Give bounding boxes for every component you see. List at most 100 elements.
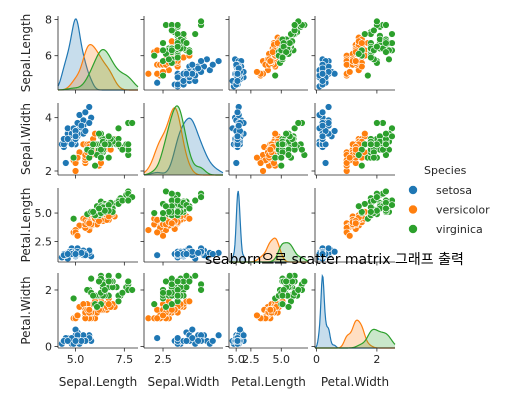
- point-versicolor-49: [85, 306, 93, 314]
- panel-petal-width-vs-sepal-width: 2.5 5.0 Sepal.Width: [140, 272, 245, 389]
- panel-petal-width-vs-petal-width: 0 2 Petal.Width: [311, 273, 396, 389]
- pairplot-panels: 68Sepal.Length24Sepal.Width2.55.0Petal.L…: [19, 14, 396, 389]
- point-virginica-46: [159, 289, 167, 297]
- point-setosa-33: [318, 108, 327, 117]
- point-virginica-48: [185, 48, 194, 56]
- point-versicolor-49: [266, 306, 275, 314]
- point-virginica-18: [300, 277, 309, 286]
- panel-petal-length-vs-petal-length: [225, 188, 309, 266]
- point-virginica-48: [282, 129, 290, 138]
- point-virginica-22: [298, 145, 306, 154]
- point-setosa-41: [153, 334, 161, 342]
- legend-marker-setosa: [408, 185, 418, 195]
- point-setosa-49: [233, 132, 242, 141]
- point-virginica-44: [388, 201, 396, 209]
- point-virginica-45: [105, 277, 113, 286]
- point-setosa-48: [77, 121, 86, 130]
- point-virginica-34: [162, 303, 170, 311]
- point-virginica-22: [168, 189, 176, 198]
- point-setosa-49: [233, 337, 242, 345]
- point-setosa-49: [182, 70, 191, 78]
- point-setosa-33: [209, 61, 217, 69]
- point-setosa-44: [324, 244, 333, 253]
- point-versicolor-48: [346, 153, 354, 162]
- point-setosa-41: [153, 251, 161, 259]
- point-virginica-48: [282, 48, 290, 56]
- kde-line-virginica: [143, 105, 223, 176]
- panel-petal-length-vs-sepal-width: [140, 187, 237, 266]
- point-virginica-6: [159, 71, 167, 80]
- point-setosa-33: [209, 337, 217, 345]
- x-tick-label: 5.0: [273, 353, 291, 366]
- kde-fill-versicolor: [229, 238, 308, 262]
- point-setosa-49: [182, 337, 191, 345]
- point-virginica-49: [278, 140, 287, 149]
- point-setosa-48: [194, 249, 202, 257]
- kde-fill-versicolor: [315, 320, 395, 348]
- point-virginica-49: [89, 208, 97, 216]
- point-virginica-6: [69, 215, 78, 223]
- point-setosa-49: [182, 250, 191, 258]
- point-virginica-49: [367, 208, 375, 216]
- point-virginica-31: [294, 286, 302, 294]
- y-tick-label: 2: [45, 284, 52, 297]
- point-setosa-15: [85, 103, 93, 111]
- point-setosa-43: [236, 325, 244, 334]
- point-virginica-33: [358, 208, 366, 216]
- point-setosa-49: [318, 250, 327, 258]
- point-setosa-15: [214, 57, 223, 65]
- x-tick-label: 5.0: [227, 353, 245, 366]
- point-virginica-33: [168, 46, 176, 54]
- point-virginica-31: [373, 119, 381, 127]
- point-virginica-19: [150, 52, 158, 60]
- point-virginica-9: [191, 30, 199, 38]
- panel-sepal-width-vs-sepal-width: [140, 103, 237, 179]
- point-setosa-15: [324, 103, 333, 111]
- point-setosa-43: [188, 325, 196, 334]
- point-setosa-33: [209, 250, 217, 258]
- point-setosa-47: [179, 77, 188, 85]
- kde-fill-virginica: [58, 49, 138, 90]
- point-virginica-19: [150, 300, 158, 308]
- point-versicolor-49: [168, 219, 176, 227]
- panel-sepal-width-vs-petal-width: [311, 103, 396, 179]
- point-virginica-30: [168, 26, 176, 35]
- point-virginica-14: [385, 55, 393, 64]
- point-setosa-48: [194, 337, 202, 345]
- point-virginica-30: [118, 145, 127, 154]
- point-virginica-42: [87, 148, 95, 157]
- point-setosa-47: [64, 250, 72, 258]
- y-tick-label: 2: [45, 165, 52, 178]
- point-virginica-49: [173, 291, 182, 300]
- point-setosa-49: [233, 70, 242, 78]
- point-virginica-34: [284, 303, 293, 311]
- point-setosa-41: [321, 159, 330, 167]
- legend-marker-versicolor: [408, 204, 418, 215]
- point-setosa-47: [318, 77, 327, 85]
- point-setosa-43: [330, 248, 339, 256]
- point-setosa-45: [67, 140, 76, 149]
- point-virginica-32: [168, 280, 176, 289]
- figure-title: seaborn으로 scatter matrix 그래프 출력: [205, 252, 464, 268]
- point-setosa-49: [71, 132, 80, 141]
- point-virginica-29: [361, 30, 369, 38]
- point-versicolor-48: [159, 311, 167, 320]
- point-setosa-33: [233, 108, 242, 117]
- x-tick-label: 5.0: [67, 353, 85, 366]
- point-virginica-34: [162, 202, 170, 210]
- legend-label-versicolor: versicolor: [436, 204, 490, 217]
- point-versicolor-35: [361, 129, 369, 138]
- point-virginica-49: [89, 140, 97, 149]
- point-virginica-46: [159, 209, 167, 217]
- legend-item-setosa: setosa: [408, 184, 472, 197]
- point-versicolor-43: [153, 314, 161, 322]
- point-versicolor-10: [71, 167, 80, 175]
- point-setosa-45: [173, 73, 182, 82]
- point-versicolor-49: [85, 219, 93, 227]
- point-setosa-15: [214, 331, 223, 339]
- point-versicolor-36: [105, 300, 113, 308]
- point-versicolor-43: [256, 159, 265, 167]
- point-versicolor-48: [346, 232, 354, 240]
- point-virginica-49: [173, 53, 182, 62]
- point-setosa-36: [188, 61, 196, 69]
